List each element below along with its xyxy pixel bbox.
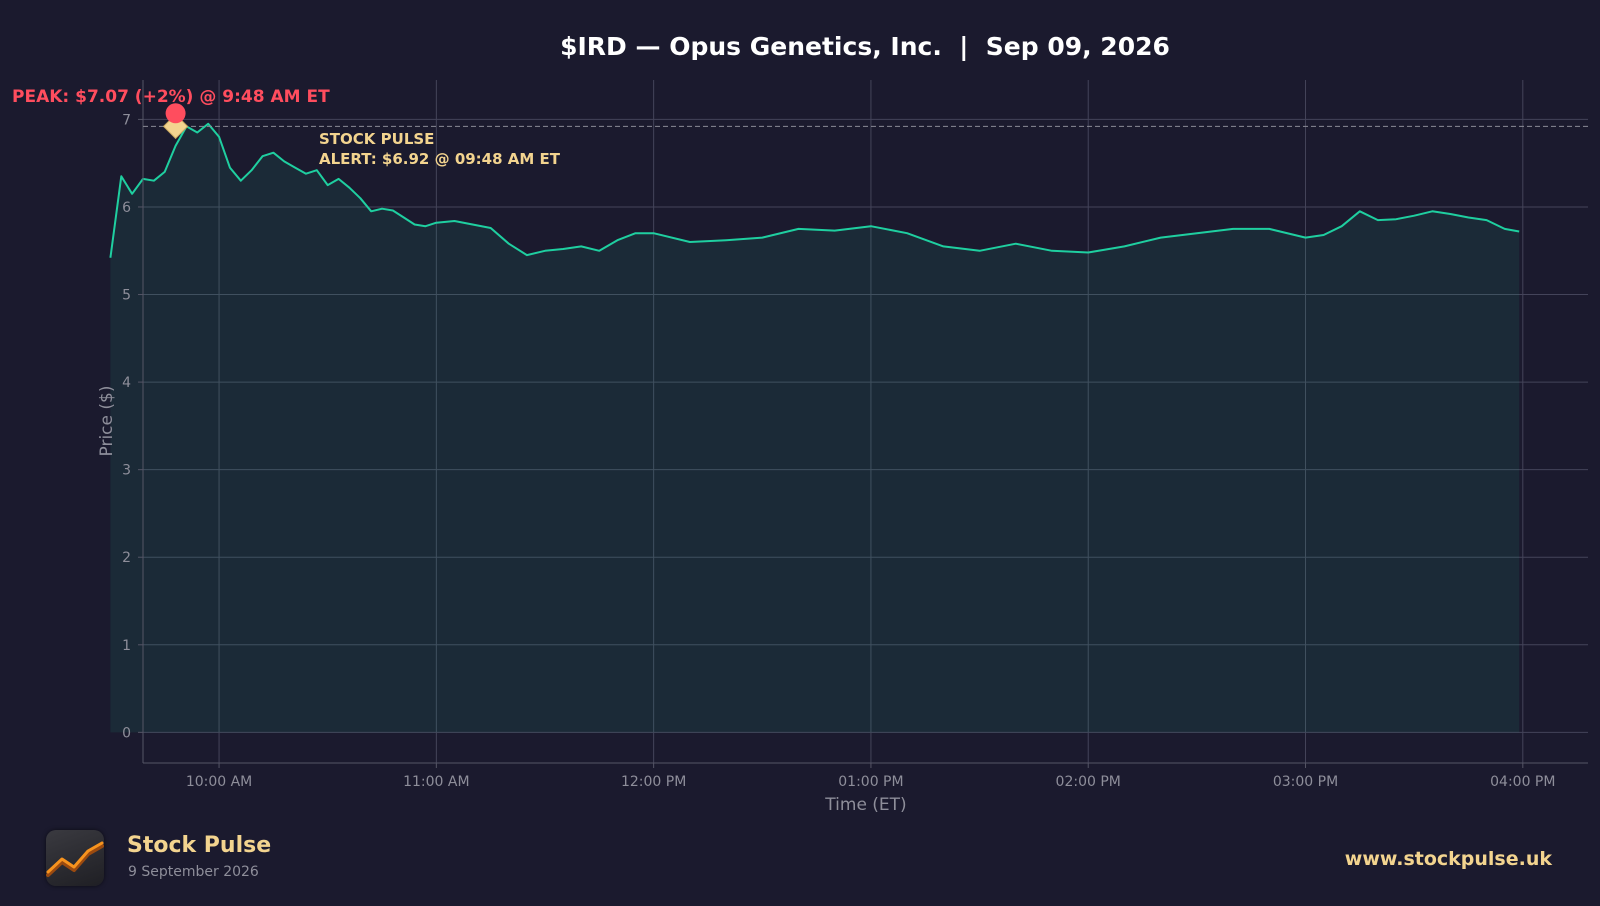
- brand-date: 9 September 2026: [128, 864, 259, 880]
- x-tick-label: 02:00 PM: [1056, 774, 1121, 790]
- trend-line-icon: [46, 841, 104, 877]
- x-tick-label: 12:00 PM: [621, 774, 686, 790]
- brand-logo: [46, 830, 104, 886]
- price-area: [109, 122, 1520, 733]
- x-tick-label: 11:00 AM: [403, 774, 469, 790]
- x-tick-label: 01:00 PM: [838, 774, 903, 790]
- y-tick-label: 0: [122, 725, 131, 741]
- brand-name: Stock Pulse: [127, 833, 272, 858]
- x-tick-label: 04:00 PM: [1490, 774, 1555, 790]
- x-axis-label: Time (ET): [824, 795, 906, 815]
- peak-marker: [165, 103, 186, 124]
- grid-lines: [143, 80, 1588, 763]
- brand-url[interactable]: www.stockpulse.uk: [1344, 848, 1552, 870]
- y-tick-label: 1: [122, 638, 131, 654]
- chart-title: $IRD — Opus Genetics, Inc. | Sep 09, 202…: [560, 32, 1170, 61]
- y-tick-label: 6: [122, 200, 131, 216]
- price-area-fill: [110, 123, 1520, 733]
- alert-label-detail: ALERT: $6.92 @ 09:48 AM ET: [319, 150, 561, 168]
- x-tick-label: 03:00 PM: [1273, 774, 1338, 790]
- alert-label-title: STOCK PULSE: [319, 130, 434, 148]
- peak-label: PEAK: $7.07 (+2%) @ 9:48 AM ET: [12, 87, 330, 107]
- y-axis-label: Price ($): [97, 386, 117, 457]
- y-tick-label: 4: [122, 375, 131, 391]
- y-tick-label: 7: [122, 112, 131, 128]
- axes: 0 1 2 3 4 5 6 7 10:00 AM 11:00 AM 12:00 PM 01:00 PM…: [122, 80, 1588, 790]
- x-tick-label: 10:00 AM: [186, 774, 252, 790]
- y-tick-label: 5: [122, 288, 131, 304]
- y-tick-label: 2: [122, 550, 131, 566]
- price-line: [109, 122, 1520, 258]
- y-tick-label: 3: [122, 463, 131, 479]
- annotations: PEAK: $7.07 (+2%) @ 9:48 AM ET STOCK PULS…: [12, 87, 1588, 168]
